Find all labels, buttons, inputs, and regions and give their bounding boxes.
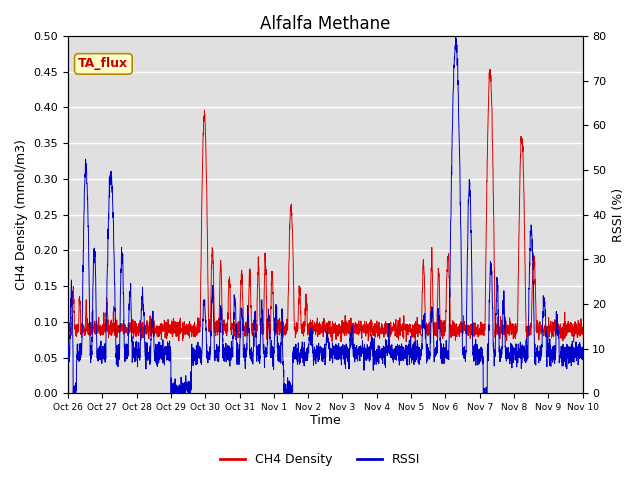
Y-axis label: RSSI (%): RSSI (%): [612, 188, 625, 242]
Y-axis label: CH4 Density (mmol/m3): CH4 Density (mmol/m3): [15, 139, 28, 290]
Title: Alfalfa Methane: Alfalfa Methane: [260, 15, 390, 33]
Text: TA_flux: TA_flux: [78, 58, 129, 71]
Legend: CH4 Density, RSSI: CH4 Density, RSSI: [214, 448, 426, 471]
X-axis label: Time: Time: [310, 414, 340, 427]
